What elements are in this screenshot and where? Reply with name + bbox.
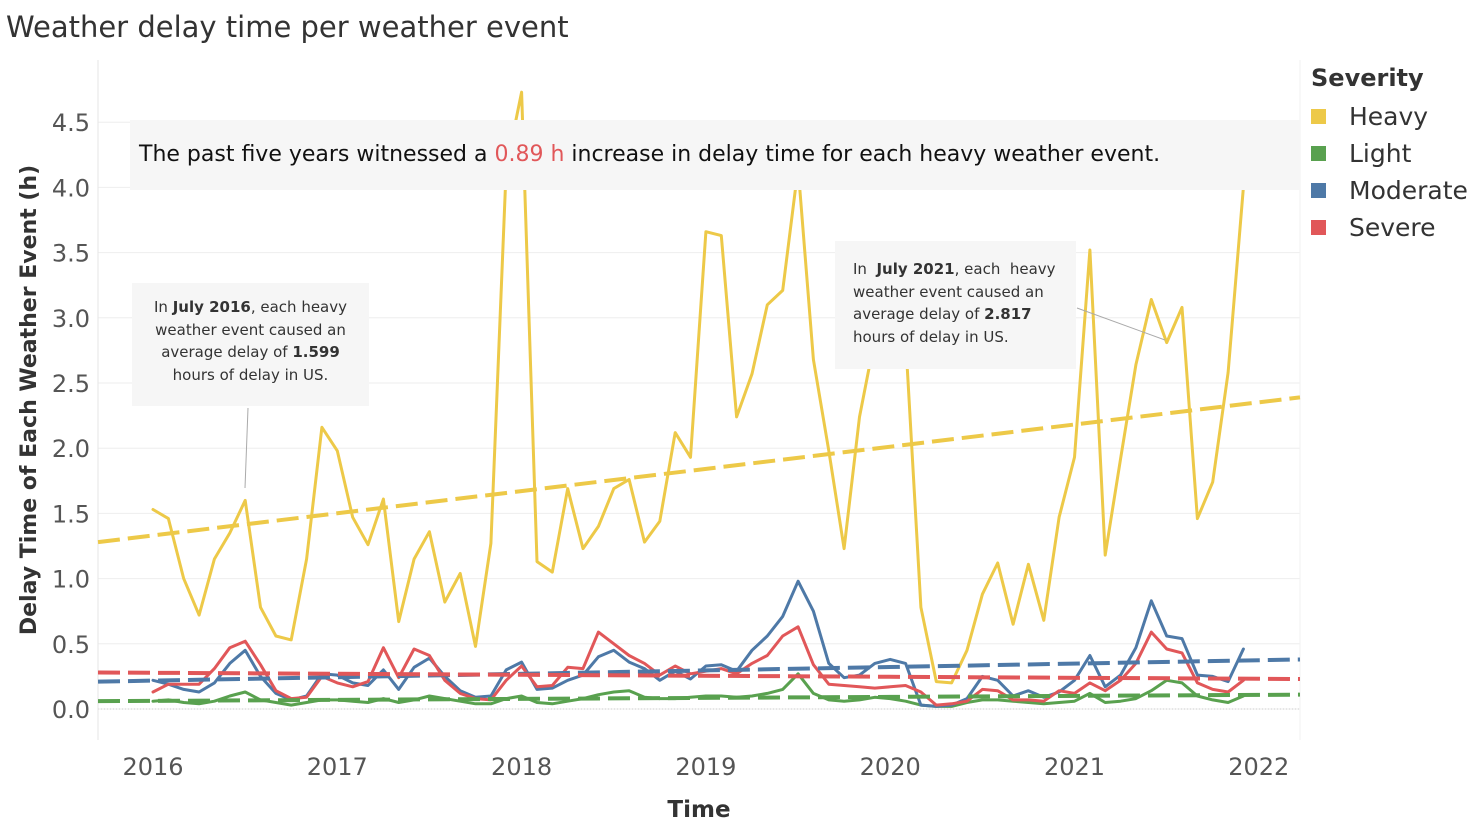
trend-line-light bbox=[97, 692, 1301, 704]
trend-lines bbox=[97, 395, 1301, 704]
trend-line-moderate bbox=[97, 657, 1301, 684]
legend-swatch-severe bbox=[1311, 220, 1326, 235]
x-axis-title: Time bbox=[667, 797, 730, 823]
legend: Severity Heavy Light Moderate Severe bbox=[1311, 64, 1468, 246]
y-tick-label: 3.0 bbox=[52, 305, 90, 333]
headline-annotation: The past five years witnessed a 0.89 h i… bbox=[130, 120, 1300, 190]
legend-title: Severity bbox=[1311, 64, 1424, 92]
y-tick-label: 1.5 bbox=[52, 500, 90, 528]
series-line-heavy bbox=[151, 90, 1245, 685]
gridlines bbox=[98, 121, 1300, 710]
series-line-severe bbox=[151, 625, 1245, 707]
x-tick-label: 2019 bbox=[675, 753, 736, 781]
y-tick-label: 4.5 bbox=[52, 109, 90, 137]
x-tick-label: 2021 bbox=[1044, 753, 1105, 781]
y-tick-label: 0.5 bbox=[52, 631, 90, 659]
y-tick-label: 2.0 bbox=[52, 435, 90, 463]
annotation-july-2016: In July 2016, each heavy weather event c… bbox=[132, 283, 369, 406]
axes bbox=[97, 60, 1301, 740]
y-tick-label: 0.0 bbox=[52, 696, 90, 724]
y-tick-label: 3.5 bbox=[52, 240, 90, 268]
headline-prefix: The past five years witnessed a bbox=[139, 142, 495, 167]
legend-swatch-heavy bbox=[1311, 109, 1326, 124]
x-tick-label: 2018 bbox=[491, 753, 552, 781]
legend-item-light[interactable]: Light bbox=[1311, 135, 1468, 172]
headline-highlight: 0.89 h bbox=[494, 142, 565, 167]
legend-label-light: Light bbox=[1349, 139, 1412, 168]
tick-labels: 0.0 0.5 1.0 1.5 2.0 2.5 3.0 3.5 4.0 4.5 2016 2017 20… bbox=[52, 109, 1290, 781]
legend-label-heavy: Heavy bbox=[1349, 102, 1429, 131]
x-tick-label: 2017 bbox=[307, 753, 368, 781]
headline-suffix: increase in delay time for each heavy we… bbox=[564, 142, 1161, 167]
y-tick-label: 2.5 bbox=[52, 370, 90, 398]
x-tick-label: 2020 bbox=[860, 753, 921, 781]
trend-line-heavy bbox=[97, 395, 1301, 545]
legend-item-heavy[interactable]: Heavy bbox=[1311, 98, 1468, 135]
legend-swatch-moderate bbox=[1311, 183, 1326, 198]
x-tick-label: 2022 bbox=[1228, 753, 1289, 781]
annotation-july-2021: In July 2021, each heavy weather event c… bbox=[835, 241, 1076, 369]
annotation-pointer-2021 bbox=[1076, 307, 1166, 341]
legend-swatch-light bbox=[1311, 146, 1326, 161]
legend-item-severe[interactable]: Severe bbox=[1311, 209, 1468, 246]
trend-line-severe bbox=[97, 670, 1301, 682]
legend-label-moderate: Moderate bbox=[1349, 176, 1468, 205]
y-tick-label: 1.0 bbox=[52, 566, 90, 594]
legend-item-moderate[interactable]: Moderate bbox=[1311, 172, 1468, 209]
chart-title: Weather delay time per weather event bbox=[6, 10, 569, 44]
y-tick-label: 4.0 bbox=[52, 174, 90, 202]
annotation-pointer-2016 bbox=[244, 407, 249, 489]
x-tick-label: 2016 bbox=[122, 753, 183, 781]
legend-label-severe: Severe bbox=[1349, 213, 1436, 242]
y-axis-title: Delay Time of Each Weather Event (h) bbox=[17, 165, 42, 635]
